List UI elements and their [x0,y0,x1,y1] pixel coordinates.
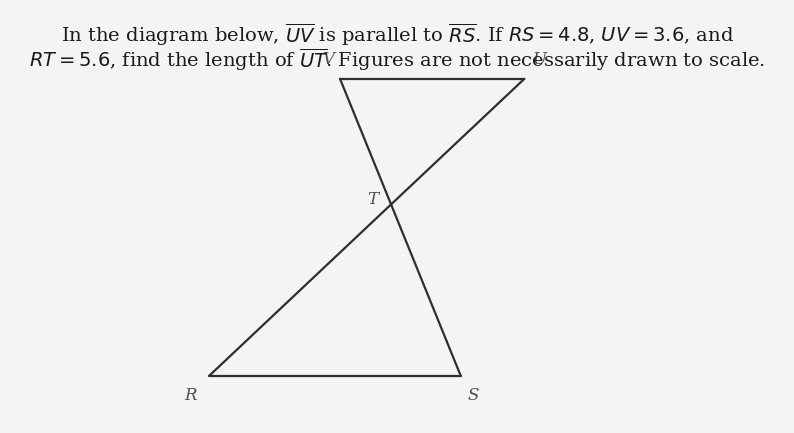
Text: R: R [184,387,197,404]
Text: T: T [367,191,378,208]
Text: $RT = 5.6$, find the length of $\overline{UT}$. Figures are not necessarily draw: $RT = 5.6$, find the length of $\overlin… [29,47,765,73]
Text: S: S [467,387,479,404]
Text: V: V [322,51,334,68]
Text: In the diagram below, $\overline{UV}$ is parallel to $\overline{RS}$. If $RS = 4: In the diagram below, $\overline{UV}$ is… [60,21,734,48]
Text: U: U [532,51,546,68]
